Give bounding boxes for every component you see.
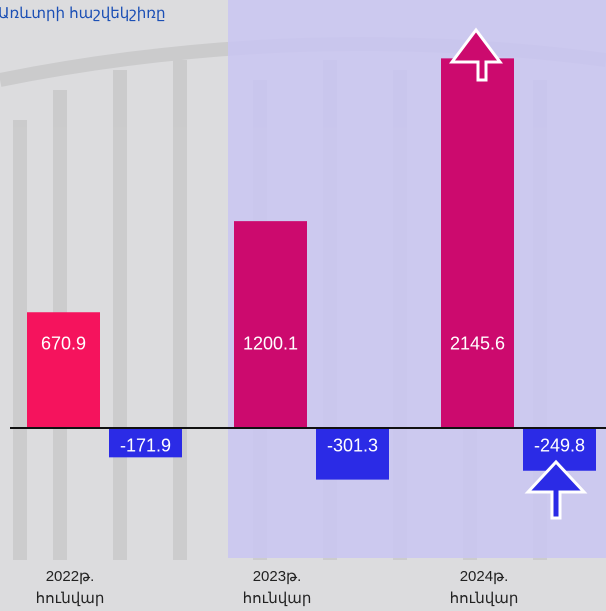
x-tick-label: 2022թ. հունվար <box>35 568 105 607</box>
bar <box>316 427 389 480</box>
value-label: -171.9 <box>120 435 171 455</box>
bar <box>109 427 182 458</box>
x-tick-label: 2024թ. հունվար <box>449 568 519 607</box>
value-label: -301.3 <box>327 435 378 455</box>
value-label: -249.8 <box>534 435 585 455</box>
chart-title: Առևտրի հաշվեկշիռը <box>0 5 166 22</box>
value-label: 2145.6 <box>450 333 505 353</box>
bar <box>441 58 514 428</box>
up-arrow-blue <box>524 459 588 520</box>
value-label: 1200.1 <box>243 333 298 353</box>
bar <box>27 312 100 428</box>
x-tick-label: 2023թ. հունվար <box>242 568 312 607</box>
up-arrow-pink <box>449 27 503 82</box>
value-label: 670.9 <box>41 333 86 353</box>
bar <box>234 221 307 428</box>
bars <box>27 58 596 480</box>
